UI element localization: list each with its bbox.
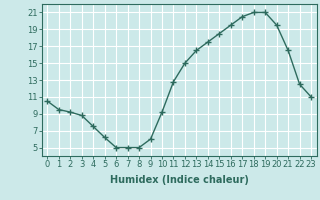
X-axis label: Humidex (Indice chaleur): Humidex (Indice chaleur) — [110, 175, 249, 185]
